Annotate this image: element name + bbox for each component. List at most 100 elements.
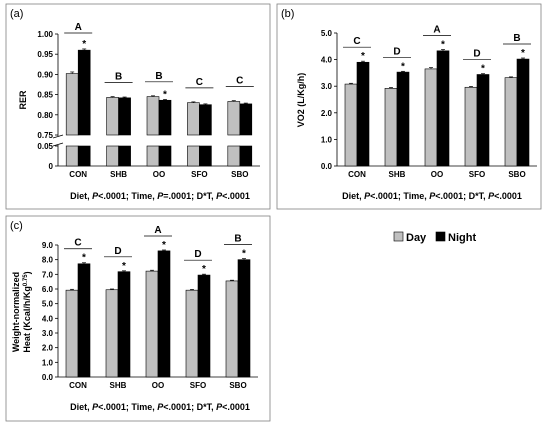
x-tick-label-sbo: SBO — [229, 381, 246, 390]
bar-day-sfo-base — [187, 145, 200, 167]
significance-marker: * — [242, 249, 246, 260]
bar-night-sbo-base — [239, 145, 253, 167]
significance-marker: * — [361, 51, 365, 62]
panel-frame — [5, 3, 271, 210]
bar-night-shb — [396, 71, 410, 167]
x-tick-label-shb: SHB — [110, 381, 127, 390]
panel-letter: (a) — [10, 8, 23, 20]
group-letter: B — [234, 234, 241, 245]
y-tick-label: 0.05 — [37, 142, 53, 151]
panel-frame — [276, 3, 542, 210]
bar-day-shb — [106, 97, 119, 136]
y-tick-label: 3.0 — [42, 329, 54, 338]
y-tick-label: 6.0 — [42, 285, 54, 294]
y-tick-label: 0.95 — [37, 50, 53, 59]
significance-marker: * — [163, 89, 167, 100]
bar-day-shb-base — [106, 145, 119, 167]
y-tick-label: 7.0 — [42, 270, 54, 279]
group-letter: D — [114, 246, 121, 257]
bar-day-sfo — [464, 86, 478, 167]
bar-night-sbo — [516, 58, 530, 167]
bar-night-con — [356, 61, 370, 167]
group-letter: D — [194, 249, 201, 260]
y-tick-label: 3.0 — [321, 82, 333, 91]
x-tick-label-sfo: SFO — [469, 170, 485, 179]
x-tick-label-shb: SHB — [389, 170, 406, 179]
group-letter: D — [393, 46, 400, 57]
bar-night-shb-base — [118, 145, 131, 167]
y-tick-label: 1.0 — [42, 358, 54, 367]
group-letter: A — [433, 24, 440, 35]
bar-day-sfo — [185, 289, 199, 378]
y-tick-label: 0.85 — [37, 91, 53, 100]
x-tick-label-con: CON — [69, 170, 87, 179]
legend-label-night: Night — [448, 232, 476, 244]
group-letter: B — [513, 33, 520, 44]
legend-swatch-night — [435, 231, 446, 242]
y-tick-label: 1.00 — [37, 30, 53, 39]
bar-day-con — [65, 73, 79, 136]
bar-day-con — [65, 289, 79, 378]
bar-night-sbo — [237, 259, 251, 378]
bar-night-oo — [158, 99, 172, 136]
group-letter: C — [196, 77, 203, 88]
significance-marker: * — [401, 61, 405, 72]
significance-marker: * — [441, 39, 445, 50]
bar-night-sfo-base — [199, 145, 212, 167]
panel-footer-stats: Diet, P<.0001; Time, P<.0001; D*T, P<.00… — [70, 402, 250, 412]
y-tick-label: 2.0 — [42, 344, 54, 353]
bar-night-sbo — [239, 103, 253, 136]
group-letter: C — [74, 238, 81, 249]
y-tick-label: 0.80 — [37, 111, 53, 120]
y-tick-label: 0 — [49, 162, 54, 171]
significance-marker: * — [162, 240, 166, 251]
group-letter: C — [353, 36, 360, 47]
x-tick-label-con: CON — [69, 381, 87, 390]
bar-day-sfo — [187, 102, 200, 136]
bar-night-oo — [436, 50, 450, 167]
group-letter: D — [473, 49, 480, 60]
y-axis-label-line1: Weight-normalized — [11, 272, 21, 352]
axis-break-band — [52, 136, 262, 145]
panel-footer-stats: Diet, P<.0001; Time, P<.0001; D*T, P<.00… — [342, 191, 522, 201]
panel-frame — [5, 215, 271, 422]
bar-night-sfo — [199, 104, 212, 136]
bar-day-con — [344, 83, 358, 167]
bar-night-con — [77, 263, 91, 378]
x-tick-label-shb: SHB — [110, 170, 127, 179]
significance-marker: * — [82, 253, 86, 264]
significance-marker: * — [122, 261, 126, 272]
significance-marker: * — [481, 64, 485, 75]
panel-letter: (b) — [281, 8, 294, 20]
group-letter: C — [236, 76, 243, 87]
group-letter: A — [154, 225, 161, 236]
bar-night-shb — [118, 97, 131, 136]
y-tick-label: 0.90 — [37, 70, 53, 79]
panel-letter: (c) — [10, 220, 23, 232]
x-tick-label-sbo: SBO — [508, 170, 525, 179]
bar-day-sbo — [227, 101, 241, 136]
significance-marker: * — [521, 48, 525, 59]
x-tick-label-sfo: SFO — [191, 170, 207, 179]
bar-day-shb — [105, 289, 119, 378]
bar-night-con — [77, 49, 91, 136]
significance-marker: * — [82, 39, 86, 50]
bar-night-con-base — [77, 145, 91, 167]
y-tick-label: 4.0 — [42, 314, 54, 323]
legend-swatch-day — [393, 231, 404, 242]
y-tick-label: 5.0 — [42, 300, 54, 309]
axis-break-mark — [52, 142, 64, 147]
bar-day-sbo-base — [227, 145, 241, 167]
x-tick-label-con: CON — [348, 170, 366, 179]
x-tick-label-sfo: SFO — [190, 381, 206, 390]
significance-marker: * — [202, 264, 206, 275]
group-letter: B — [115, 72, 122, 83]
group-letter: A — [75, 22, 82, 33]
x-tick-label-sbo: SBO — [231, 170, 248, 179]
y-axis-label-line2: Heat (Kcal/h/Kg0.75) — [22, 271, 32, 352]
bar-night-sfo — [197, 274, 211, 378]
y-tick-label: 8.0 — [42, 256, 54, 265]
bar-day-con-base — [65, 145, 79, 167]
y-axis-label: RER — [18, 90, 28, 110]
x-tick-label-oo: OO — [152, 381, 164, 390]
